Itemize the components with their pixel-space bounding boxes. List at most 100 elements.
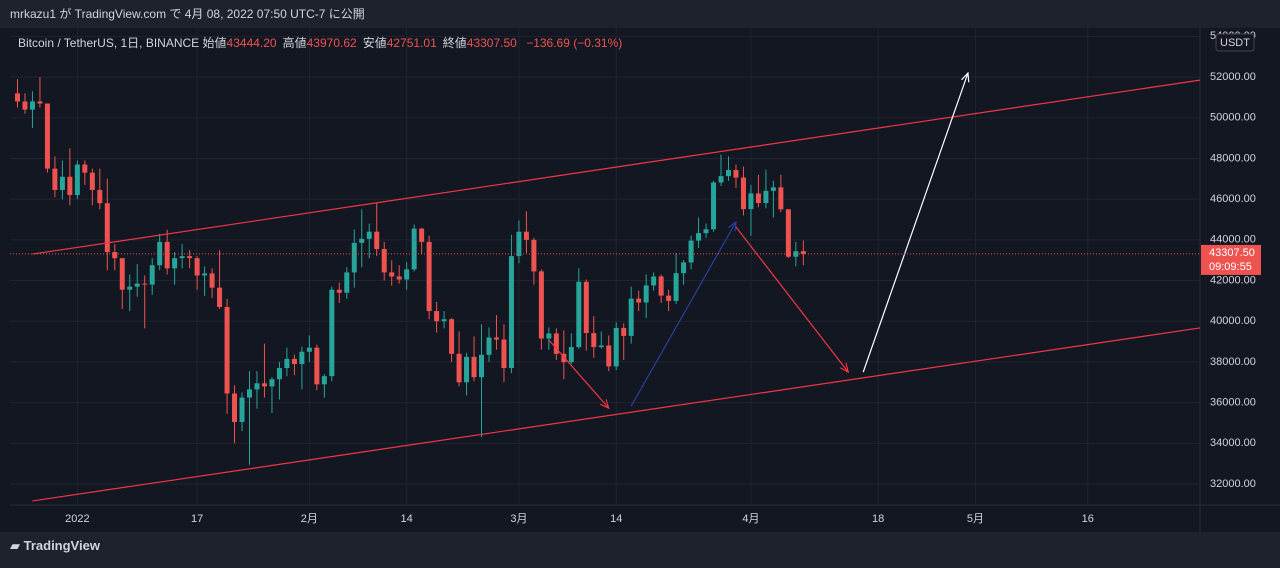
footer-bar [0, 532, 1280, 568]
trend-line [32, 327, 1201, 502]
y-tick-label: 44000.00 [1210, 234, 1256, 246]
candle-body [755, 193, 761, 204]
candle-body [381, 248, 387, 273]
grid [10, 28, 1200, 505]
candle-body [202, 273, 208, 276]
candle-body [606, 345, 612, 367]
candle-body [29, 101, 35, 110]
candle-body [269, 379, 275, 387]
x-tick-label: 4月 [742, 513, 759, 525]
candle-body [374, 231, 380, 249]
x-tick-label: 2022 [65, 513, 89, 525]
candle-body [246, 389, 252, 398]
candle-body [673, 273, 679, 301]
candle-body [501, 339, 507, 369]
candle-body [598, 345, 604, 348]
candle-body [142, 283, 148, 285]
candle-body [321, 376, 327, 385]
y-tick-label: 50000.00 [1210, 112, 1256, 124]
candle-body [508, 256, 514, 369]
candle-body [127, 286, 133, 290]
ohlc-label: 高値 [282, 36, 307, 50]
symbol-header: Bitcoin / TetherUS, 1日, BINANCE 始値43444.… [18, 34, 628, 51]
candle-body [748, 193, 754, 210]
candle-body [434, 311, 440, 322]
candle-body [404, 269, 410, 280]
candle-body [97, 189, 103, 204]
x-tick-label: 3月 [510, 513, 527, 525]
candle-body [59, 176, 65, 190]
candle-body [516, 231, 522, 257]
x-tick-label: 17 [191, 513, 203, 525]
candle-body [778, 187, 784, 210]
candle-body [449, 319, 455, 354]
candle-body [583, 281, 589, 334]
candle-body [531, 239, 537, 272]
candle-body [329, 289, 335, 377]
candle-body [284, 358, 290, 369]
candle-body [194, 258, 200, 276]
candle-body [493, 337, 499, 340]
candle-body [553, 333, 559, 354]
candle-body [419, 228, 425, 242]
candle-body [711, 182, 717, 230]
candle-body [276, 368, 282, 380]
trend-line [862, 73, 968, 373]
candle-body [733, 170, 739, 178]
candle-body [67, 176, 73, 196]
trend-line [32, 79, 1201, 255]
candle-body [636, 298, 642, 303]
symbol: Bitcoin / TetherUS, 1日, BINANCE [18, 36, 200, 50]
candle-body [628, 298, 634, 336]
candle-body [538, 271, 544, 339]
candle-body [785, 209, 791, 257]
candle-body [299, 351, 305, 364]
countdown: 09:09:55 [1209, 261, 1252, 273]
candle-body [239, 397, 245, 422]
candle-body [703, 229, 709, 234]
ohlc-label: 終値 [442, 36, 467, 50]
candle-body [217, 287, 223, 307]
candle-body [568, 347, 574, 363]
candle-body [366, 231, 372, 239]
candle-body [479, 354, 485, 378]
candle-body [523, 231, 529, 240]
candle-body [82, 164, 88, 173]
ohlc-label: 始値 [202, 36, 227, 50]
y-tick-label: 40000.00 [1210, 315, 1256, 327]
candle-body [112, 252, 118, 259]
candle-body [456, 353, 462, 383]
candle-body [725, 170, 731, 177]
candle-body [389, 272, 395, 277]
brand-logo: ▰ TradingView [10, 538, 100, 553]
candle-body [464, 356, 470, 383]
candle-body [561, 353, 567, 363]
candle-body [149, 265, 155, 285]
candle-body [164, 241, 170, 269]
candle-body [209, 273, 215, 288]
candle-body [336, 289, 342, 293]
candle-body [688, 240, 694, 263]
currency: USDT [1220, 37, 1250, 49]
candle-body [770, 187, 776, 191]
candle-body [187, 256, 193, 259]
brand: TradingView [23, 538, 100, 553]
candle-body [74, 164, 80, 196]
drawings [10, 73, 1201, 502]
candle-body [576, 281, 582, 348]
candle-body [666, 295, 672, 301]
y-tick-label: 32000.00 [1210, 478, 1256, 490]
ohlc: 始値43444.20 高値43970.62 安値42751.01 終値43307.50 [203, 36, 523, 50]
trend-line [735, 226, 848, 372]
candle-body [441, 319, 447, 322]
y-tick-label: 42000.00 [1210, 274, 1256, 286]
candle-body [351, 242, 357, 273]
x-tick-label: 14 [401, 513, 413, 525]
candle-body [44, 103, 50, 169]
x-tick-label: 2月 [301, 513, 318, 525]
candle-body [261, 383, 267, 387]
candle-body [134, 283, 140, 287]
candle-body [621, 327, 627, 336]
candle-body [291, 358, 297, 364]
